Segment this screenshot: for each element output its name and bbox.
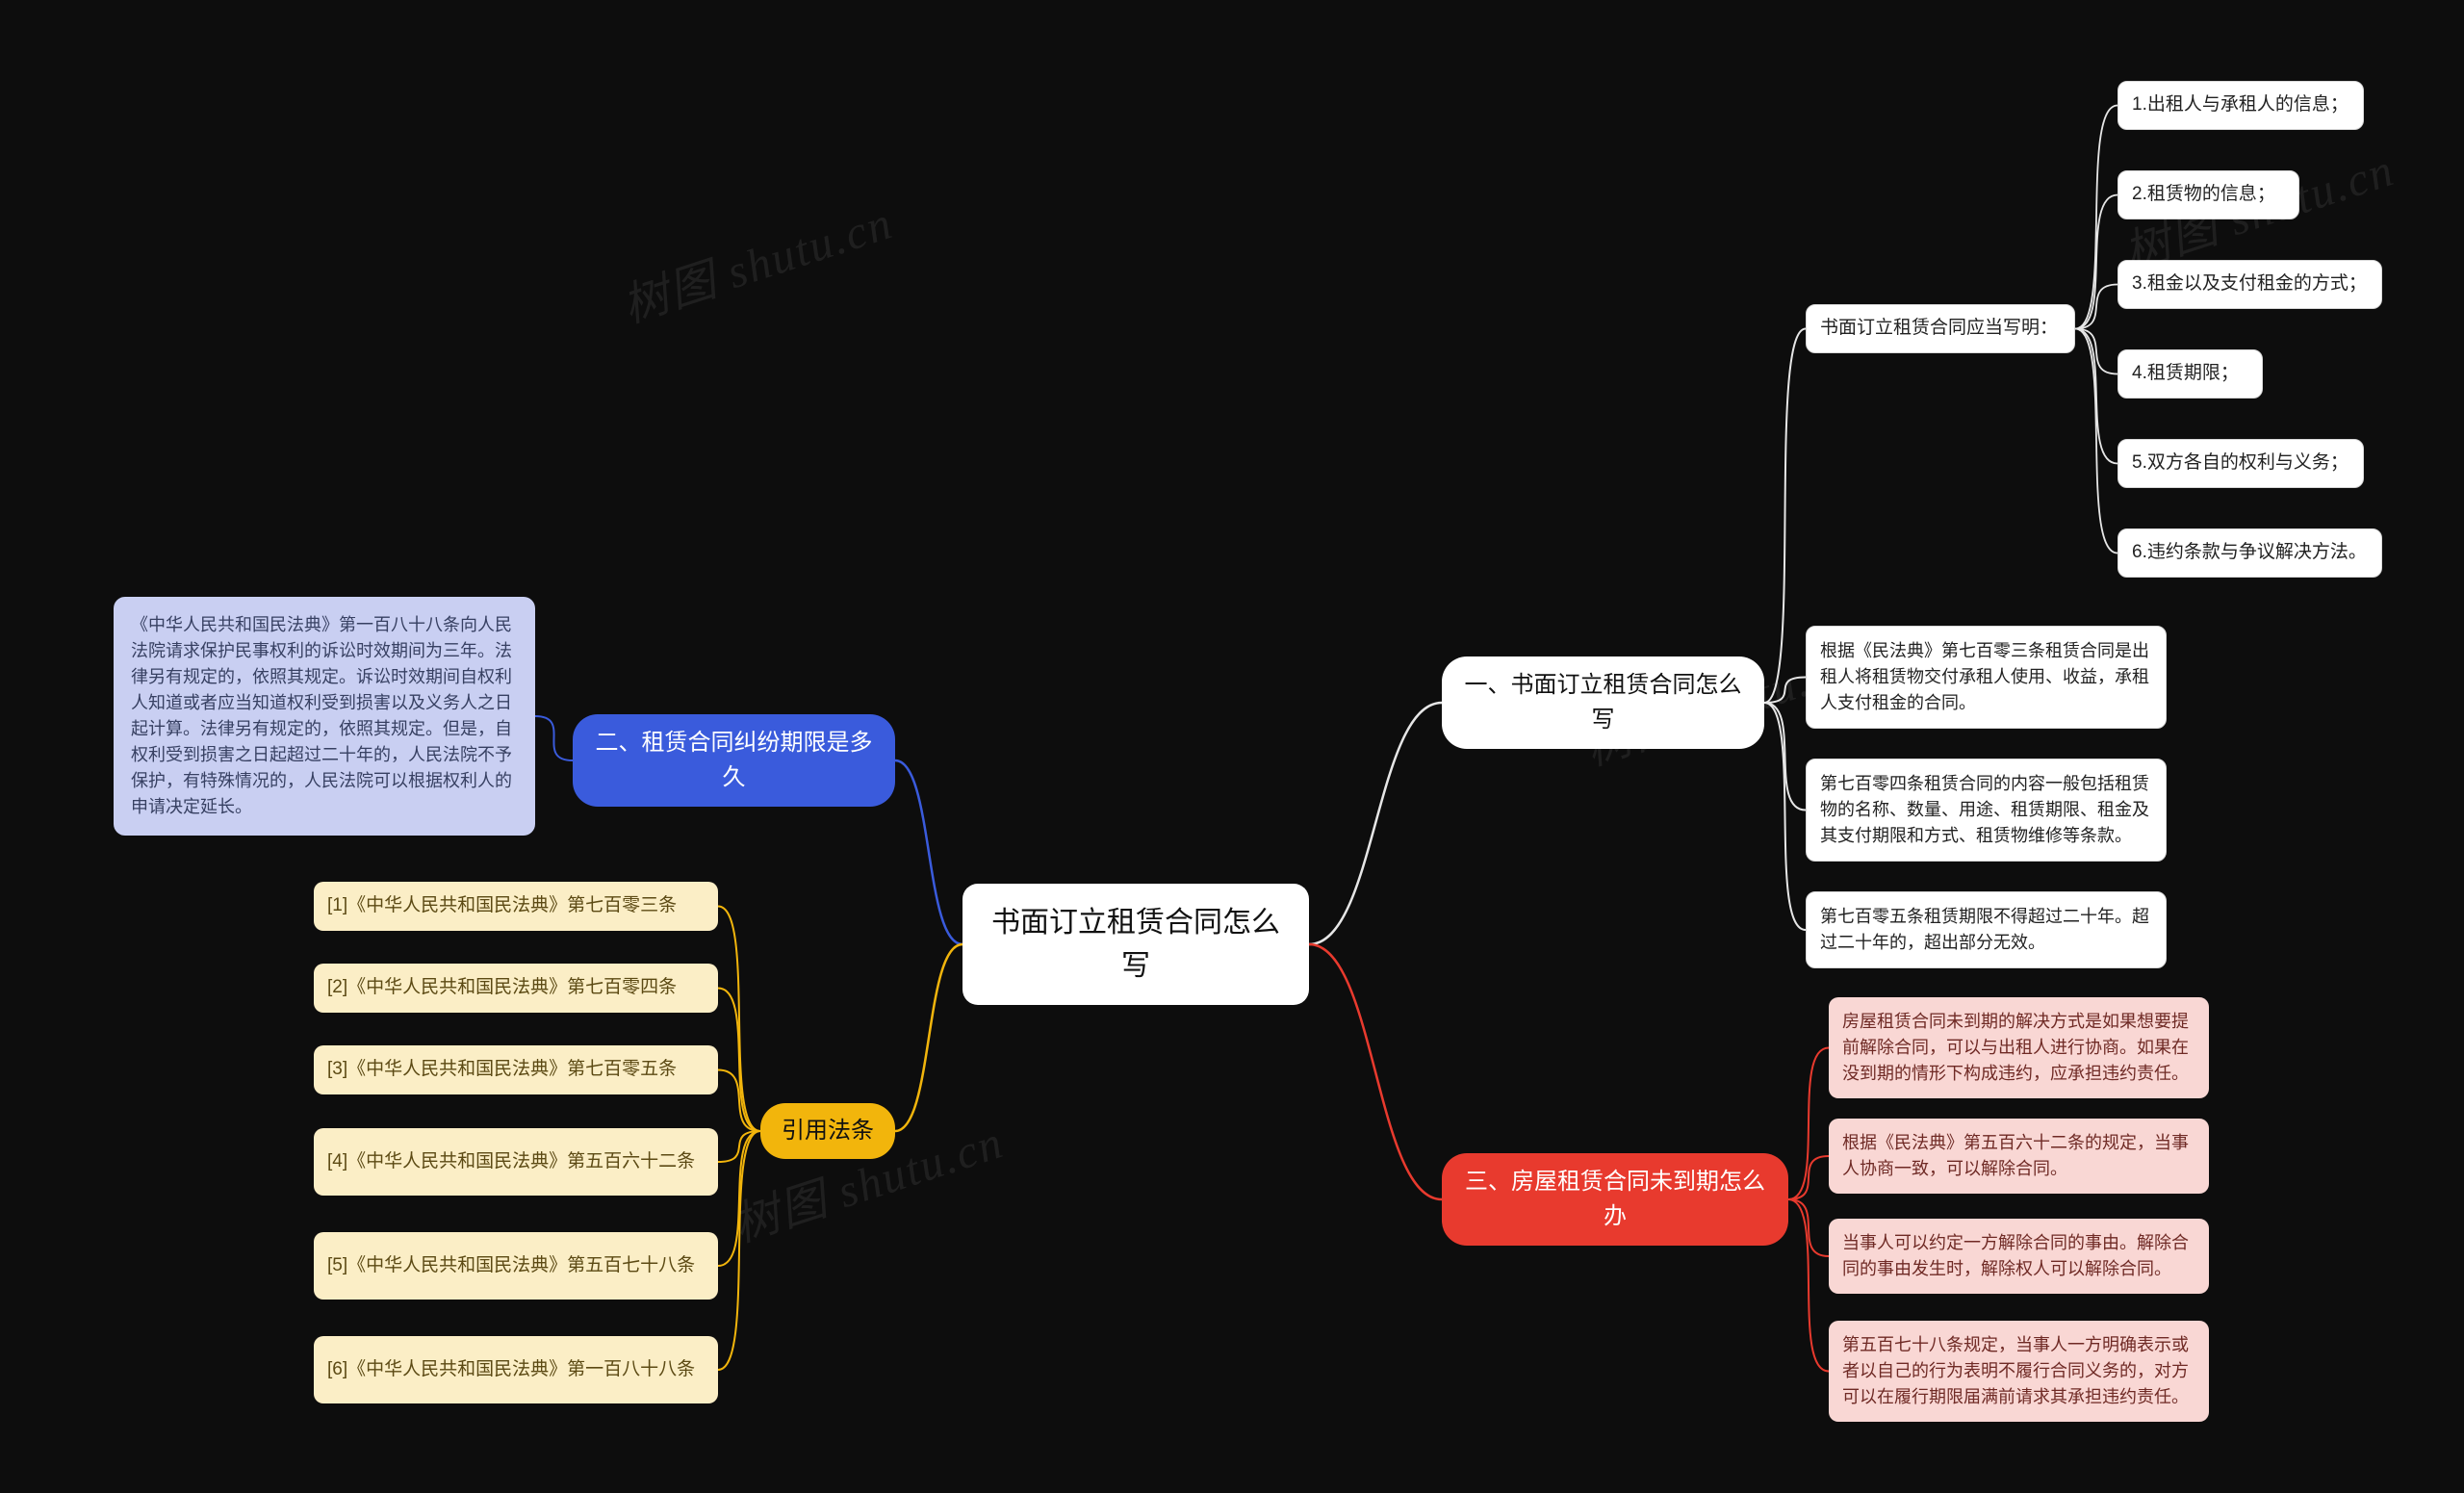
node-b1a3[interactable]: 3.租金以及支付租金的方式；: [2118, 260, 2382, 309]
node-b1c-label: 第七百零四条租赁合同的内容一般包括租赁物的名称、数量、用途、租赁期限、租金及其支…: [1820, 771, 2152, 849]
edge-b3-b3c: [1788, 1199, 1829, 1256]
node-b1a2-label: 2.租赁物的信息；: [2132, 181, 2285, 209]
edge-b4-b4d: [718, 1131, 760, 1162]
node-b1a5[interactable]: 5.双方各自的权利与义务；: [2118, 439, 2364, 488]
node-b4c-label: [3]《中华人民共和国民法典》第七百零五条: [327, 1056, 705, 1084]
edge-root-b2: [895, 760, 962, 944]
node-b3c[interactable]: 当事人可以约定一方解除合同的事由。解除合同的事由发生时，解除权人可以解除合同。: [1829, 1219, 2209, 1294]
node-b1a-label: 书面订立租赁合同应当写明：: [1820, 315, 2061, 343]
node-b4b[interactable]: [2]《中华人民共和国民法典》第七百零四条: [314, 964, 718, 1013]
node-b4e[interactable]: [5]《中华人民共和国民法典》第五百七十八条: [314, 1232, 718, 1300]
node-b1c[interactable]: 第七百零四条租赁合同的内容一般包括租赁物的名称、数量、用途、租赁期限、租金及其支…: [1806, 759, 2167, 862]
edge-b3-b3b: [1788, 1156, 1829, 1199]
edge-b1a-b1a1: [2075, 106, 2118, 329]
node-root[interactable]: 书面订立租赁合同怎么写: [962, 884, 1309, 1005]
edge-root-b4: [895, 944, 962, 1131]
node-b1d[interactable]: 第七百零五条租赁期限不得超过二十年。超过二十年的，超出部分无效。: [1806, 891, 2167, 968]
node-b1a1[interactable]: 1.出租人与承租人的信息；: [2118, 81, 2364, 130]
node-b1a2[interactable]: 2.租赁物的信息；: [2118, 170, 2299, 219]
node-b3a-label: 房屋租赁合同未到期的解决方式是如果想要提前解除合同，可以与出租人进行协商。如果在…: [1842, 1009, 2195, 1087]
node-b1[interactable]: 一、书面订立租赁合同怎么写: [1442, 656, 1764, 749]
node-b1d-label: 第七百零五条租赁期限不得超过二十年。超过二十年的，超出部分无效。: [1820, 904, 2152, 956]
edge-b1a-b1a4: [2075, 329, 2118, 374]
node-b1a5-label: 5.双方各自的权利与义务；: [2132, 450, 2349, 477]
node-b2[interactable]: 二、租赁合同纠纷期限是多久: [573, 714, 895, 807]
node-b1b-label: 根据《民法典》第七百零三条租赁合同是出租人将租赁物交付承租人使用、收益，承租人支…: [1820, 638, 2152, 716]
node-b4d-label: [4]《中华人民共和国民法典》第五百六十二条: [327, 1148, 705, 1176]
node-b1-label: 一、书面订立租赁合同怎么写: [1459, 668, 1747, 737]
node-b1a4-label: 4.租赁期限；: [2132, 360, 2248, 388]
edge-b1-b1a: [1764, 329, 1806, 704]
node-b1a6[interactable]: 6.违约条款与争议解决方法。: [2118, 528, 2382, 578]
node-b2a[interactable]: 《中华人民共和国民法典》第一百八十八条向人民法院请求保护民事权利的诉讼时效期间为…: [114, 597, 535, 836]
node-b4f-label: [6]《中华人民共和国民法典》第一百八十八条: [327, 1356, 705, 1384]
node-b3c-label: 当事人可以约定一方解除合同的事由。解除合同的事由发生时，解除权人可以解除合同。: [1842, 1230, 2195, 1282]
edge-root-b1: [1309, 703, 1442, 944]
node-b3[interactable]: 三、房屋租赁合同未到期怎么办: [1442, 1153, 1788, 1246]
node-b3-label: 三、房屋租赁合同未到期怎么办: [1459, 1165, 1771, 1234]
edge-b2-b2a: [535, 716, 573, 760]
node-b3b-label: 根据《民法典》第五百六十二条的规定，当事人协商一致，可以解除合同。: [1842, 1130, 2195, 1182]
node-b1a3-label: 3.租金以及支付租金的方式；: [2132, 270, 2368, 298]
node-b4[interactable]: 引用法条: [760, 1103, 895, 1159]
node-b4b-label: [2]《中华人民共和国民法典》第七百零四条: [327, 974, 705, 1002]
edge-root-b3: [1309, 944, 1442, 1199]
node-b4a-label: [1]《中华人民共和国民法典》第七百零三条: [327, 892, 705, 920]
node-b1b[interactable]: 根据《民法典》第七百零三条租赁合同是出租人将租赁物交付承租人使用、收益，承租人支…: [1806, 626, 2167, 729]
node-b3a[interactable]: 房屋租赁合同未到期的解决方式是如果想要提前解除合同，可以与出租人进行协商。如果在…: [1829, 997, 2209, 1098]
node-b4f[interactable]: [6]《中华人民共和国民法典》第一百八十八条: [314, 1336, 718, 1403]
node-b4d[interactable]: [4]《中华人民共和国民法典》第五百六十二条: [314, 1128, 718, 1196]
node-b4e-label: [5]《中华人民共和国民法典》第五百七十八条: [327, 1252, 705, 1280]
node-root-label: 书面订立租赁合同怎么写: [988, 901, 1284, 988]
edge-b1a-b1a6: [2075, 329, 2118, 553]
node-b1a6-label: 6.违约条款与争议解决方法。: [2132, 539, 2368, 567]
edge-b4-b4f: [718, 1131, 760, 1370]
node-b1a4[interactable]: 4.租赁期限；: [2118, 349, 2263, 399]
edge-b1a-b1a3: [2075, 285, 2118, 329]
node-b2-label: 二、租赁合同纠纷期限是多久: [590, 726, 878, 795]
node-b3d-label: 第五百七十八条规定，当事人一方明确表示或者以自己的行为表明不履行合同义务的，对方…: [1842, 1332, 2195, 1410]
node-b1a[interactable]: 书面订立租赁合同应当写明：: [1806, 304, 2075, 353]
node-b4-label: 引用法条: [778, 1114, 878, 1148]
node-b3b[interactable]: 根据《民法典》第五百六十二条的规定，当事人协商一致，可以解除合同。: [1829, 1119, 2209, 1194]
node-b4c[interactable]: [3]《中华人民共和国民法典》第七百零五条: [314, 1045, 718, 1094]
node-b1a1-label: 1.出租人与承租人的信息；: [2132, 91, 2349, 119]
node-b2a-label: 《中华人民共和国民法典》第一百八十八条向人民法院请求保护民事权利的诉讼时效期间为…: [131, 612, 518, 820]
node-b4a[interactable]: [1]《中华人民共和国民法典》第七百零三条: [314, 882, 718, 931]
node-b3d[interactable]: 第五百七十八条规定，当事人一方明确表示或者以自己的行为表明不履行合同义务的，对方…: [1829, 1321, 2209, 1422]
